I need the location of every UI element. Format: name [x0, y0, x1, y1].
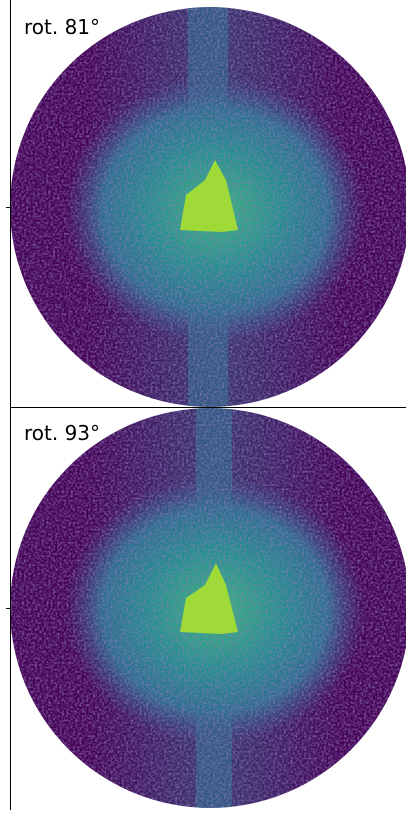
- panel-2: [10, 408, 406, 808]
- panel-label: rot. 81°: [24, 15, 100, 39]
- panel-label: rot. 93°: [24, 421, 100, 445]
- panel-1: [10, 7, 406, 407]
